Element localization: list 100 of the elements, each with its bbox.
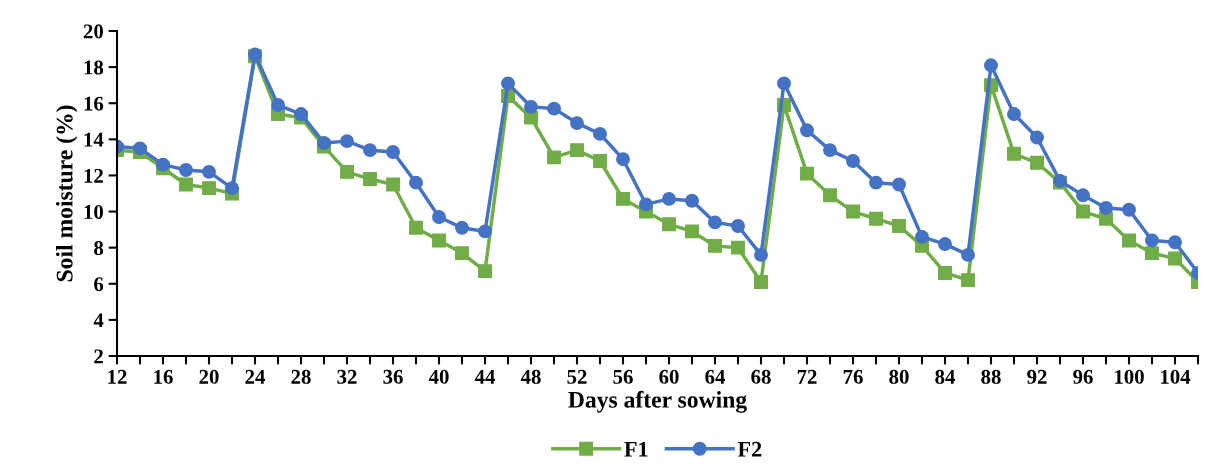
point <box>363 172 377 187</box>
point <box>202 164 216 179</box>
x-tick-label: 84 <box>935 369 956 384</box>
point <box>731 240 745 255</box>
x-tick-label: 24 <box>245 369 266 384</box>
point <box>1007 146 1021 161</box>
point <box>363 143 377 158</box>
point <box>869 175 883 190</box>
point <box>892 177 906 192</box>
point <box>133 141 147 156</box>
point <box>317 135 331 150</box>
x-tick-label: 16 <box>154 369 173 384</box>
y-axis-title: Soil moisture (%) <box>56 105 78 282</box>
x-tick-label: 76 <box>843 369 863 384</box>
point <box>547 101 561 116</box>
point <box>708 238 722 253</box>
point <box>892 219 906 233</box>
point <box>593 154 607 168</box>
point <box>961 247 975 262</box>
x-tick-label: 48 <box>520 369 541 384</box>
point <box>915 229 929 244</box>
y-tick-label: 12 <box>84 168 103 183</box>
point <box>777 76 791 91</box>
point <box>869 211 883 226</box>
y-tick-label: 2 <box>94 349 103 364</box>
point <box>1145 233 1159 248</box>
y-tick-label: 14 <box>84 132 104 147</box>
point <box>271 98 285 112</box>
point <box>1076 204 1090 219</box>
point <box>156 157 170 172</box>
x-tick-label: 96 <box>1073 369 1093 384</box>
point <box>1030 130 1044 145</box>
point <box>179 163 193 177</box>
x-tick-label: 88 <box>981 369 1001 384</box>
point <box>225 181 239 196</box>
x-tick-label: 32 <box>337 369 357 384</box>
x-tick-label: 20 <box>199 369 219 384</box>
point <box>754 247 768 262</box>
point <box>685 224 699 239</box>
point <box>478 264 492 279</box>
point <box>823 143 837 158</box>
legend-label: F1 <box>624 441 648 457</box>
point <box>1030 155 1044 170</box>
x-tick-label: 72 <box>797 369 817 384</box>
point <box>754 275 768 289</box>
point <box>455 246 469 261</box>
point <box>409 175 423 190</box>
point <box>662 191 676 206</box>
point <box>961 273 975 288</box>
point <box>455 220 469 235</box>
point <box>938 237 952 252</box>
point <box>432 233 446 248</box>
point <box>1076 188 1090 203</box>
x-tick-label: 44 <box>474 369 496 384</box>
point <box>1007 107 1021 122</box>
point <box>938 265 952 280</box>
y-tick-label: 8 <box>94 241 104 256</box>
x-tick-label: 56 <box>613 369 633 384</box>
point <box>202 181 216 196</box>
x-tick-label: 52 <box>567 369 587 384</box>
point <box>570 143 584 158</box>
point <box>1122 233 1136 248</box>
y-tick-label: 16 <box>84 96 104 111</box>
x-tick-label: 80 <box>889 369 909 384</box>
y-tick-label: 18 <box>84 60 104 75</box>
point <box>547 150 561 165</box>
point <box>984 58 998 73</box>
x-tick-label: 100 <box>1115 369 1144 384</box>
point <box>478 224 492 239</box>
y-tick-label: 6 <box>94 277 104 292</box>
point <box>662 217 676 232</box>
point <box>708 215 722 230</box>
point <box>179 177 193 192</box>
point <box>639 197 653 212</box>
point <box>846 154 860 168</box>
point <box>386 177 400 192</box>
point <box>501 76 515 91</box>
point <box>800 123 814 138</box>
point <box>685 193 699 208</box>
x-tick-label: 104 <box>1161 369 1191 384</box>
point <box>616 152 630 167</box>
point <box>800 166 814 181</box>
x-tick-label: 68 <box>751 369 771 384</box>
point <box>1099 200 1113 215</box>
point <box>409 220 423 235</box>
legend-label: F2 <box>737 441 762 457</box>
point <box>340 164 354 179</box>
x-tick-label: 92 <box>1027 369 1047 384</box>
point <box>846 204 860 219</box>
x-tick-label: 12 <box>108 369 127 384</box>
x-axis-title: Days after sowing <box>568 390 747 413</box>
point <box>1168 235 1182 250</box>
point <box>524 99 538 114</box>
point <box>593 126 607 141</box>
x-tick-label: 28 <box>291 369 311 384</box>
x-tick-label: 64 <box>705 369 726 384</box>
point <box>1122 202 1136 217</box>
point <box>386 145 400 159</box>
x-tick-label: 60 <box>659 369 679 384</box>
point <box>823 188 837 203</box>
